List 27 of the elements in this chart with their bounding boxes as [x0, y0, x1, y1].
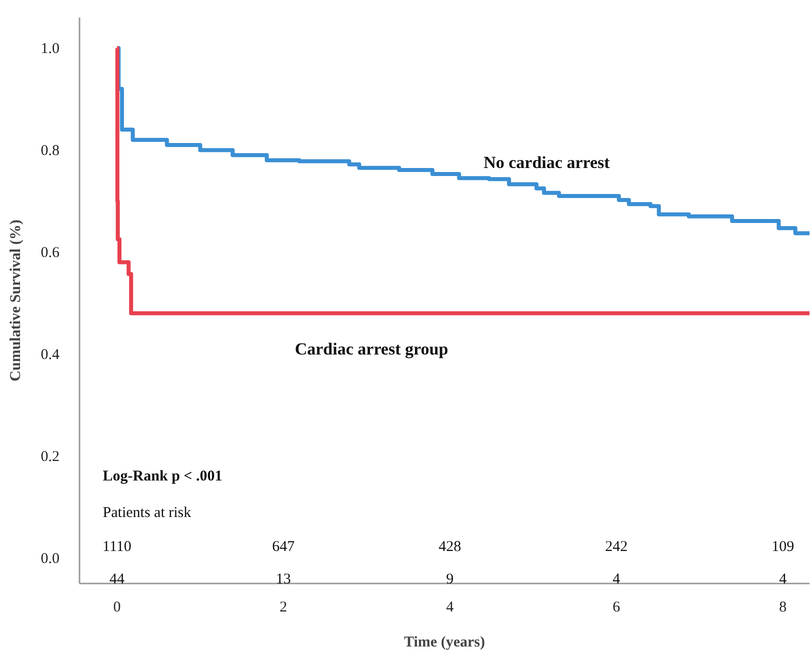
x-tick-label: 6: [612, 600, 621, 616]
annotation: Patients at risk: [102, 505, 192, 522]
series-label: Cardiac arrest group: [294, 339, 448, 358]
annotation: 1110: [102, 538, 132, 555]
annotation: 428: [438, 538, 462, 555]
annotation: 647: [272, 538, 296, 555]
y-tick-label: 0.0: [40, 551, 60, 568]
y-tick-label: 0.6: [40, 245, 60, 262]
annotation: 44: [109, 571, 125, 588]
y-tick-label: 0.2: [40, 449, 60, 466]
x-tick-label: 0: [113, 600, 121, 616]
x-axis-title: Time (years): [404, 634, 485, 650]
y-tick-label: 0.4: [40, 347, 60, 364]
annotation: 4: [779, 571, 788, 588]
annotation: Log-Rank p < .001: [102, 468, 222, 484]
annotation: 13: [276, 571, 291, 588]
annotation: 4: [612, 571, 621, 588]
series-label: No cardiac arrest: [484, 152, 610, 172]
y-tick-label: 1.0: [40, 41, 60, 58]
annotation: 109: [772, 538, 794, 555]
y-axis-title: Cumulative Survival (%): [8, 220, 24, 382]
y-tick-label: 0.8: [40, 143, 60, 160]
annotation: 242: [605, 538, 628, 555]
x-tick-label: 8: [779, 600, 787, 616]
x-tick-label: 2: [280, 600, 288, 616]
annotation: 9: [446, 571, 454, 588]
x-tick-label: 4: [446, 600, 454, 616]
